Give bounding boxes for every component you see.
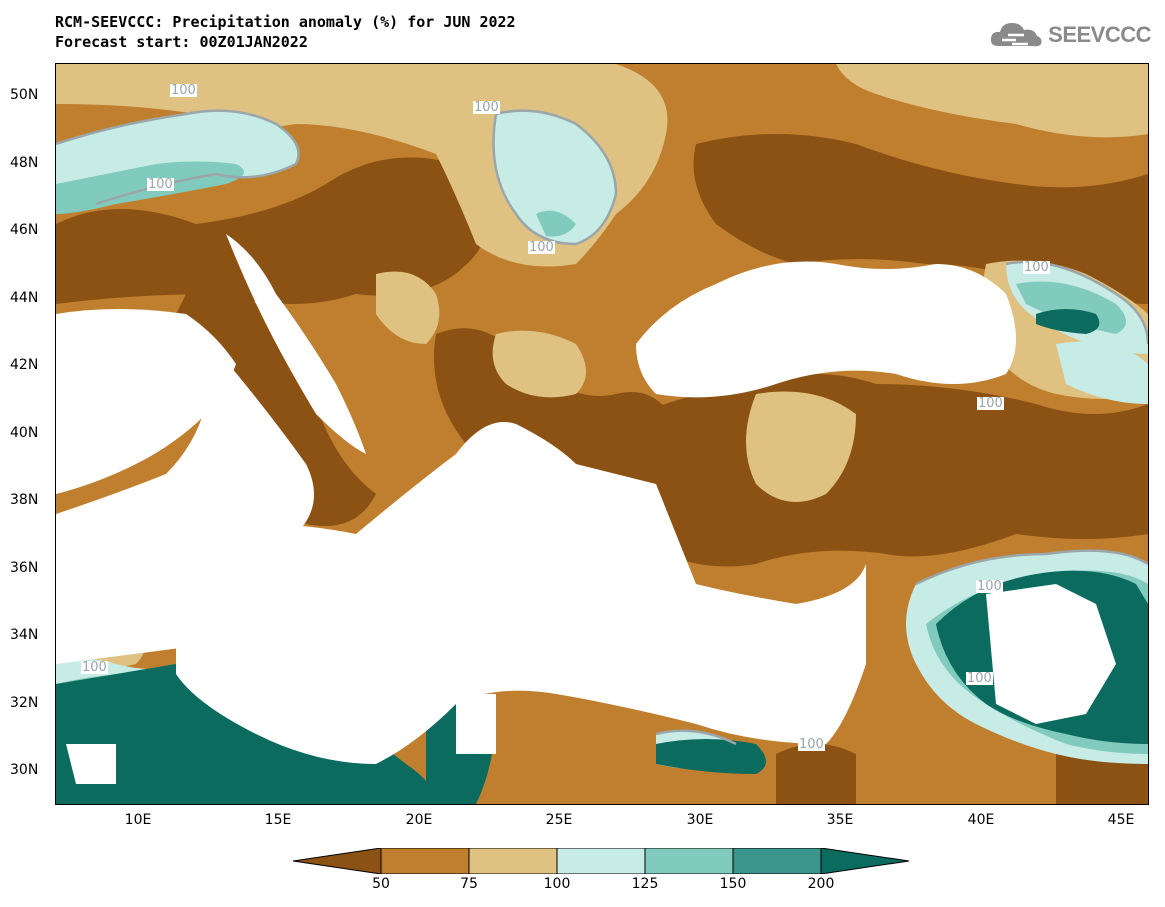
masked-desert-regions <box>66 584 1116 784</box>
lat-tick-label: 38N <box>10 492 39 508</box>
lon-tick-label: 40E <box>967 812 995 828</box>
logo-text: SEEVCCC <box>1048 22 1151 47</box>
contour-label: 100 <box>528 240 555 255</box>
color-legend: 50 75 100 125 150 200 <box>292 847 913 898</box>
legend-label: 125 <box>631 876 659 892</box>
legend-label: 150 <box>719 876 747 892</box>
lat-tick-label: 48N <box>10 155 39 171</box>
lon-tick-label: 45E <box>1107 812 1135 828</box>
lat-tick-label: 30N <box>10 762 39 778</box>
legend-swatch-gt200 <box>820 847 910 875</box>
contour-label: 100 <box>1023 260 1050 275</box>
sea-areas <box>56 234 1016 764</box>
lon-tick-label: 10E <box>124 812 152 828</box>
legend-label: 200 <box>807 876 835 892</box>
contour-label: 100 <box>147 177 174 192</box>
legend-label: 50 <box>372 876 390 892</box>
title-line-1: RCM-SEEVCCC: Precipitation anomaly (%) f… <box>55 13 516 31</box>
legend-label: 75 <box>460 876 478 892</box>
lon-tick-label: 25E <box>545 812 573 828</box>
legend-label: 100 <box>543 876 571 892</box>
lon-tick-label: 30E <box>686 812 714 828</box>
seevccc-logo: SEEVCCC <box>988 18 1151 52</box>
legend-swatch-75-100 <box>468 847 558 875</box>
legend-swatch-100-125 <box>556 847 646 875</box>
lat-tick-label: 46N <box>10 222 39 238</box>
title-line-2: Forecast start: 00Z01JAN2022 <box>55 33 308 51</box>
lat-tick-label: 44N <box>10 290 39 306</box>
map-title: RCM-SEEVCCC: Precipitation anomaly (%) f… <box>55 12 516 52</box>
legend-swatch-125-150 <box>644 847 734 875</box>
legend-colorbar <box>292 847 910 875</box>
lat-tick-label: 42N <box>10 357 39 373</box>
contour-label: 100 <box>170 83 197 98</box>
legend-swatch-150-200 <box>732 847 822 875</box>
lat-tick-label: 32N <box>10 695 39 711</box>
lat-tick-label: 34N <box>10 627 39 643</box>
contour-label: 100 <box>798 737 825 752</box>
precipitation-anomaly-map: 100 100 100 100 100 100 100 100 100 100 <box>55 63 1149 805</box>
lat-tick-label: 50N <box>10 87 39 103</box>
contour-label: 100 <box>976 579 1003 594</box>
legend-swatch-lt50 <box>292 847 382 875</box>
lat-tick-label: 40N <box>10 425 39 441</box>
lon-tick-label: 15E <box>264 812 292 828</box>
cloud-icon <box>991 23 1042 47</box>
contour-label: 100 <box>977 396 1004 411</box>
lon-tick-label: 20E <box>405 812 433 828</box>
contour-label: 100 <box>966 671 993 686</box>
lon-tick-label: 35E <box>826 812 854 828</box>
contour-label: 100 <box>473 100 500 115</box>
lat-tick-label: 36N <box>10 560 39 576</box>
contour-label: 100 <box>81 660 108 675</box>
legend-swatch-50-75 <box>380 847 470 875</box>
